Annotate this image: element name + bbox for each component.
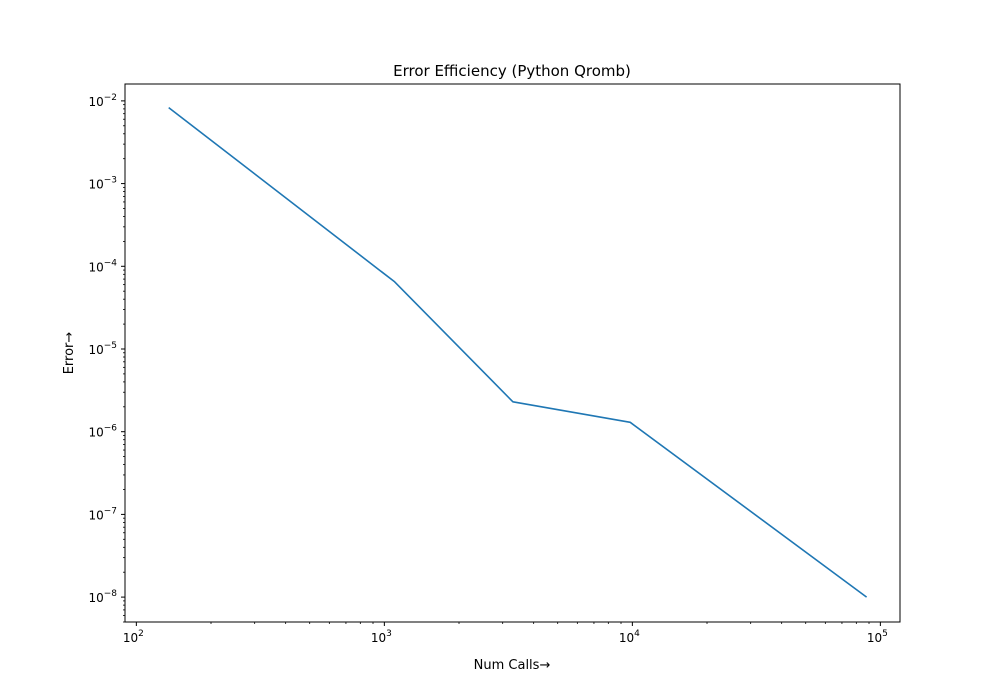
x-tick-label: 105 [867,629,888,645]
y-tick-label: 10−3 [88,176,117,192]
x-tick-label: 103 [371,629,392,645]
y-tick-label: 10−4 [88,258,117,274]
chart-title: Error Efficiency (Python Qromb) [393,62,631,80]
series-line-0 [168,106,868,598]
plot-frame [124,83,901,623]
y-tick-label: 10−7 [88,506,117,522]
x-tick-label: 102 [123,629,144,645]
y-tick-label: 10−2 [88,93,117,109]
y-tick-label: 10−8 [88,589,117,605]
x-tick-label: 104 [619,629,640,645]
y-tick-label: 10−6 [88,424,117,440]
x-axis-label: Num Calls→ [474,658,551,673]
y-tick-label: 10−5 [88,341,117,357]
y-axis-label: Error→ [62,332,77,375]
plot-area: 102 103 104 105 10−8 10−7 10−6 10−5 10−4 10−3 10−2 [88,83,901,645]
